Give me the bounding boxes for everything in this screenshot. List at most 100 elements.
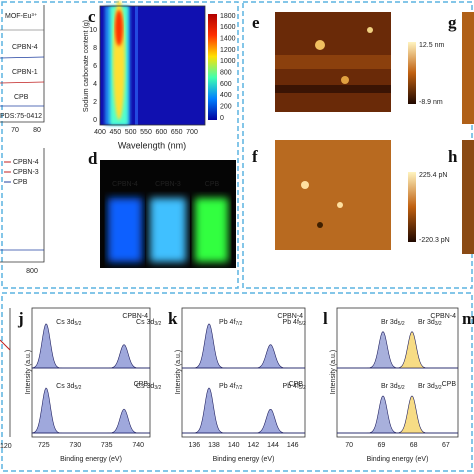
legend-label: CPBN-4 <box>13 159 39 166</box>
subscript: 3/2 <box>435 385 442 391</box>
colorbar-label: 1600 <box>220 24 236 31</box>
panel-letter: e <box>252 13 260 32</box>
partial-plots <box>0 5 45 437</box>
y-tick-label: 2 <box>93 99 97 106</box>
scale-label: 12.5 nm <box>419 42 444 49</box>
colorbar-label: 600 <box>220 81 232 88</box>
peak <box>337 395 458 434</box>
y-tick-label: 8 <box>93 45 97 52</box>
y-axis-label: Intensity (a.u.) <box>330 350 337 394</box>
subscript: 7/2 <box>235 321 242 327</box>
peak <box>31 387 150 434</box>
x-tick-label: 600 <box>155 129 167 136</box>
subscript: 5/2 <box>74 321 81 327</box>
panel-border <box>1 292 473 472</box>
x-tick-label: 69 <box>377 442 385 449</box>
panel-letter: j <box>17 309 24 328</box>
x-tick-label: 730 <box>69 442 81 449</box>
panel-letter: c <box>88 7 96 26</box>
colorbar-label: 1400 <box>220 36 236 43</box>
peak-label: Cs 3d5/2 <box>56 319 81 327</box>
x-tick-label: 70 <box>11 127 19 134</box>
plot-frame <box>181 307 306 438</box>
peak <box>337 395 458 434</box>
photo <box>100 160 236 268</box>
x-axis-label: Wavelength (nm) <box>118 140 186 150</box>
peak-label: Cs 3d5/2 <box>56 383 81 391</box>
afm-image <box>275 12 474 254</box>
sample-label: CPB <box>134 381 149 388</box>
peak-label: Br 3d3/2 <box>418 319 442 327</box>
colorbar-label: 200 <box>220 104 232 111</box>
peak-label: Cs 3d3/2 <box>136 383 161 391</box>
colorbar-label: 0 <box>220 115 224 122</box>
x-tick-label: 136 <box>188 442 200 449</box>
peak <box>32 408 150 434</box>
scale-label: -8.9 nm <box>419 99 443 106</box>
peak <box>337 331 458 369</box>
sample-label: CPB <box>289 381 304 388</box>
subscript: 3/2 <box>154 385 161 391</box>
x-tick-label: 650 <box>171 129 183 136</box>
panel-letter: k <box>168 309 178 328</box>
curve-label: CPB <box>14 94 29 101</box>
heatmap <box>100 0 205 125</box>
x-tick-label: 146 <box>287 442 299 449</box>
sample-label: CPB <box>442 381 457 388</box>
peak <box>182 408 305 434</box>
scale-label: -220.3 pN <box>419 237 450 244</box>
subscript: 7/2 <box>235 385 242 391</box>
subscript: 5/2 <box>74 385 81 391</box>
peak <box>31 323 150 369</box>
sample-label: CPBN-4 <box>277 313 303 320</box>
plot-frame <box>336 307 459 438</box>
x-tick-label: 70 <box>345 442 353 449</box>
peak <box>337 331 458 369</box>
panel-border <box>1 1 239 289</box>
x-tick-label: 800 <box>26 268 38 275</box>
panel-letter: m <box>462 309 474 328</box>
x-tick-label: 140 <box>228 442 240 449</box>
scale-label: 225.4 pN <box>419 172 447 179</box>
x-tick-label: 144 <box>267 442 279 449</box>
peak-label: Pb 4f7/2 <box>219 383 243 391</box>
colorbar-label: 1200 <box>220 47 236 54</box>
plot-frame <box>31 307 151 438</box>
y-axis-label: Sodium carbonate content (g) <box>83 20 90 112</box>
x-tick-label: 740 <box>132 442 144 449</box>
x-tick-label: 700 <box>186 129 198 136</box>
x-tick-label: 725 <box>38 442 50 449</box>
y-tick-label: 10 <box>89 27 97 34</box>
sample-label: CPB <box>205 181 220 188</box>
colorbar <box>208 14 217 120</box>
y-tick-label: 6 <box>93 63 97 70</box>
peak-label: Br 3d5/2 <box>381 319 405 327</box>
sample-label: CPBN-3 <box>155 181 181 188</box>
sample-label: CPBN-4 <box>430 313 456 320</box>
peak <box>182 344 305 369</box>
peak-label: Pb 4f7/2 <box>219 319 243 327</box>
y-tick-label: 4 <box>93 81 97 88</box>
curve-label: CPBN-4 <box>12 44 38 51</box>
panel-letter: f <box>252 147 258 166</box>
panel-letter: l <box>323 309 328 328</box>
colorbar-label: 1000 <box>220 58 236 65</box>
peak <box>182 323 305 369</box>
panel-letter: g <box>448 13 457 32</box>
x-tick-label: 67 <box>442 442 450 449</box>
y-axis-label: Intensity (a.u.) <box>25 350 32 394</box>
subscript: 3/2 <box>435 321 442 327</box>
x-tick-label: 500 <box>125 129 137 136</box>
subscript: 5/2 <box>398 321 405 327</box>
x-axis-label: Binding energy (eV) <box>367 456 429 463</box>
x-tick-label: 68 <box>410 442 418 449</box>
subscript: 5/2 <box>398 385 405 391</box>
panel-letter: h <box>448 147 458 166</box>
colorbar-label: 800 <box>220 70 232 77</box>
peak-label: Pb 4f5/2 <box>283 319 307 327</box>
peak-label: Cs 3d3/2 <box>136 319 161 327</box>
peak-label: Br 3d3/2 <box>418 383 442 391</box>
subscript: 3/2 <box>154 321 161 327</box>
x-tick-label: 120 <box>0 443 12 450</box>
